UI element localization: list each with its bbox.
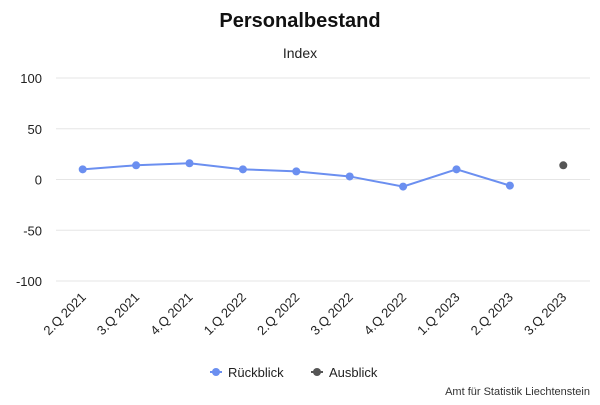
series-rueckblick	[78, 159, 514, 191]
series-ausblick	[559, 161, 568, 170]
x-tick-label: 2.Q 2023	[468, 290, 516, 338]
y-tick-label: 50	[28, 122, 42, 137]
legend-point-marker	[212, 368, 220, 376]
y-tick-label: -100	[16, 274, 42, 289]
x-tick-label: 2.Q 2021	[40, 290, 88, 338]
x-tick-label: 3.Q 2021	[94, 290, 142, 338]
legend-label: Ausblick	[329, 365, 378, 380]
series-layer	[78, 159, 568, 191]
y-tick-label: 100	[20, 71, 42, 86]
y-axis-tick-labels: 100 50 0 -50 -100	[16, 71, 42, 289]
x-tick-label: 4.Q 2022	[361, 290, 409, 338]
x-tick-label: 1.Q 2023	[414, 290, 462, 338]
data-point[interactable]	[132, 161, 141, 170]
legend: Rückblick Ausblick	[210, 365, 378, 380]
legend-point-marker	[313, 368, 321, 376]
chart-title: Personalbestand	[219, 10, 380, 32]
chart-credits: Amt für Statistik Liechtenstein	[445, 386, 590, 398]
data-point[interactable]	[399, 182, 408, 191]
x-tick-label: 3.Q 2023	[521, 290, 569, 338]
data-point[interactable]	[78, 165, 87, 174]
x-tick-label: 3.Q 2022	[307, 290, 355, 338]
data-point[interactable]	[505, 181, 514, 190]
legend-label: Rückblick	[228, 365, 284, 380]
y-tick-label: 0	[35, 173, 42, 188]
data-point[interactable]	[559, 161, 568, 170]
x-axis-tick-labels: 2.Q 2021 3.Q 2021 4.Q 2021 1.Q 2022 2.Q 2022…	[40, 290, 569, 338]
chart-subtitle: Index	[283, 45, 317, 61]
x-tick-label: 4.Q 2021	[147, 290, 195, 338]
data-point[interactable]	[238, 165, 247, 174]
y-tick-label: -50	[23, 223, 42, 238]
data-point[interactable]	[292, 167, 301, 176]
x-tick-label: 2.Q 2022	[254, 290, 302, 338]
legend-item[interactable]: Ausblick	[311, 365, 378, 380]
grid-layer	[56, 77, 590, 282]
data-point[interactable]	[452, 165, 461, 174]
x-tick-label: 1.Q 2022	[201, 290, 249, 338]
data-point[interactable]	[345, 172, 354, 181]
legend-item[interactable]: Rückblick	[210, 365, 284, 380]
data-point[interactable]	[185, 159, 194, 168]
